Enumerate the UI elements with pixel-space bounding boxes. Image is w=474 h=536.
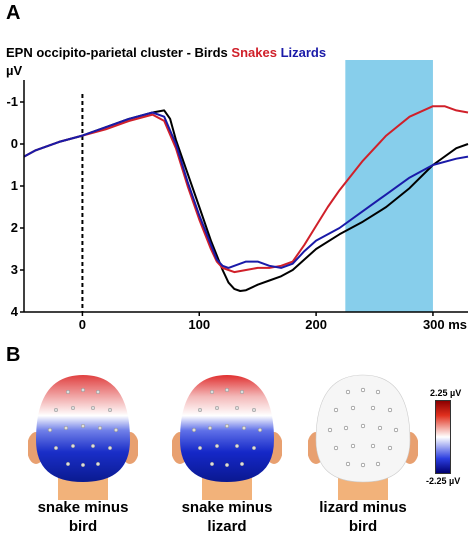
series-line-snakes	[23, 105, 469, 274]
highlight-window	[345, 60, 433, 312]
topomap-lizard-minus-bird	[308, 374, 418, 500]
y-tick-label: 4	[11, 304, 19, 319]
y-tick-label: 1	[11, 178, 18, 193]
legend-lizards: Lizards	[280, 45, 327, 60]
erp-chart: -1 0 1 2 3 4 0 100 200 300 ms	[6, 60, 469, 332]
x-tick-label: 100	[188, 317, 210, 332]
topomap-snake-minus-bird	[28, 375, 138, 500]
series-lines	[23, 105, 469, 292]
caption-snake-minus-bird: snake minus bird	[37, 499, 129, 535]
x-tick-label: 300 ms	[423, 317, 467, 332]
y-tick-label: 0	[11, 136, 18, 151]
series-line-lizards	[23, 111, 469, 269]
topomap-snake-minus-lizard	[172, 375, 282, 500]
y-tick-label: 2	[11, 220, 18, 235]
title-birds: EPN occipito-parietal cluster - Birds	[6, 45, 228, 60]
y-tick-label: -1	[6, 94, 18, 109]
y-tick-label: 3	[11, 262, 18, 277]
panel-label-a: A	[6, 2, 21, 24]
colorbar	[435, 400, 451, 474]
x-tick-label: 200	[305, 317, 327, 332]
caption-lizard-minus-bird: lizard minus bird	[319, 499, 407, 535]
legend-snakes: Snakes	[231, 45, 277, 60]
caption-snake-minus-lizard: snake minus lizard	[181, 499, 273, 535]
axis-ticks: -1 0 1 2 3 4 0 100 200 300 ms	[6, 94, 467, 332]
chart-title: EPN occipito-parietal cluster - Birds Sn…	[6, 45, 326, 60]
colorbar-max-label: 2.25 µV	[430, 388, 462, 398]
colorbar-min-label: -2.25 µV	[426, 476, 461, 486]
topomap-row: snake minus bird snake minus liz	[0, 360, 474, 535]
x-tick-label: 0	[79, 317, 86, 332]
panel-label-b: B	[6, 344, 21, 366]
y-axis-unit: µV	[6, 63, 23, 78]
